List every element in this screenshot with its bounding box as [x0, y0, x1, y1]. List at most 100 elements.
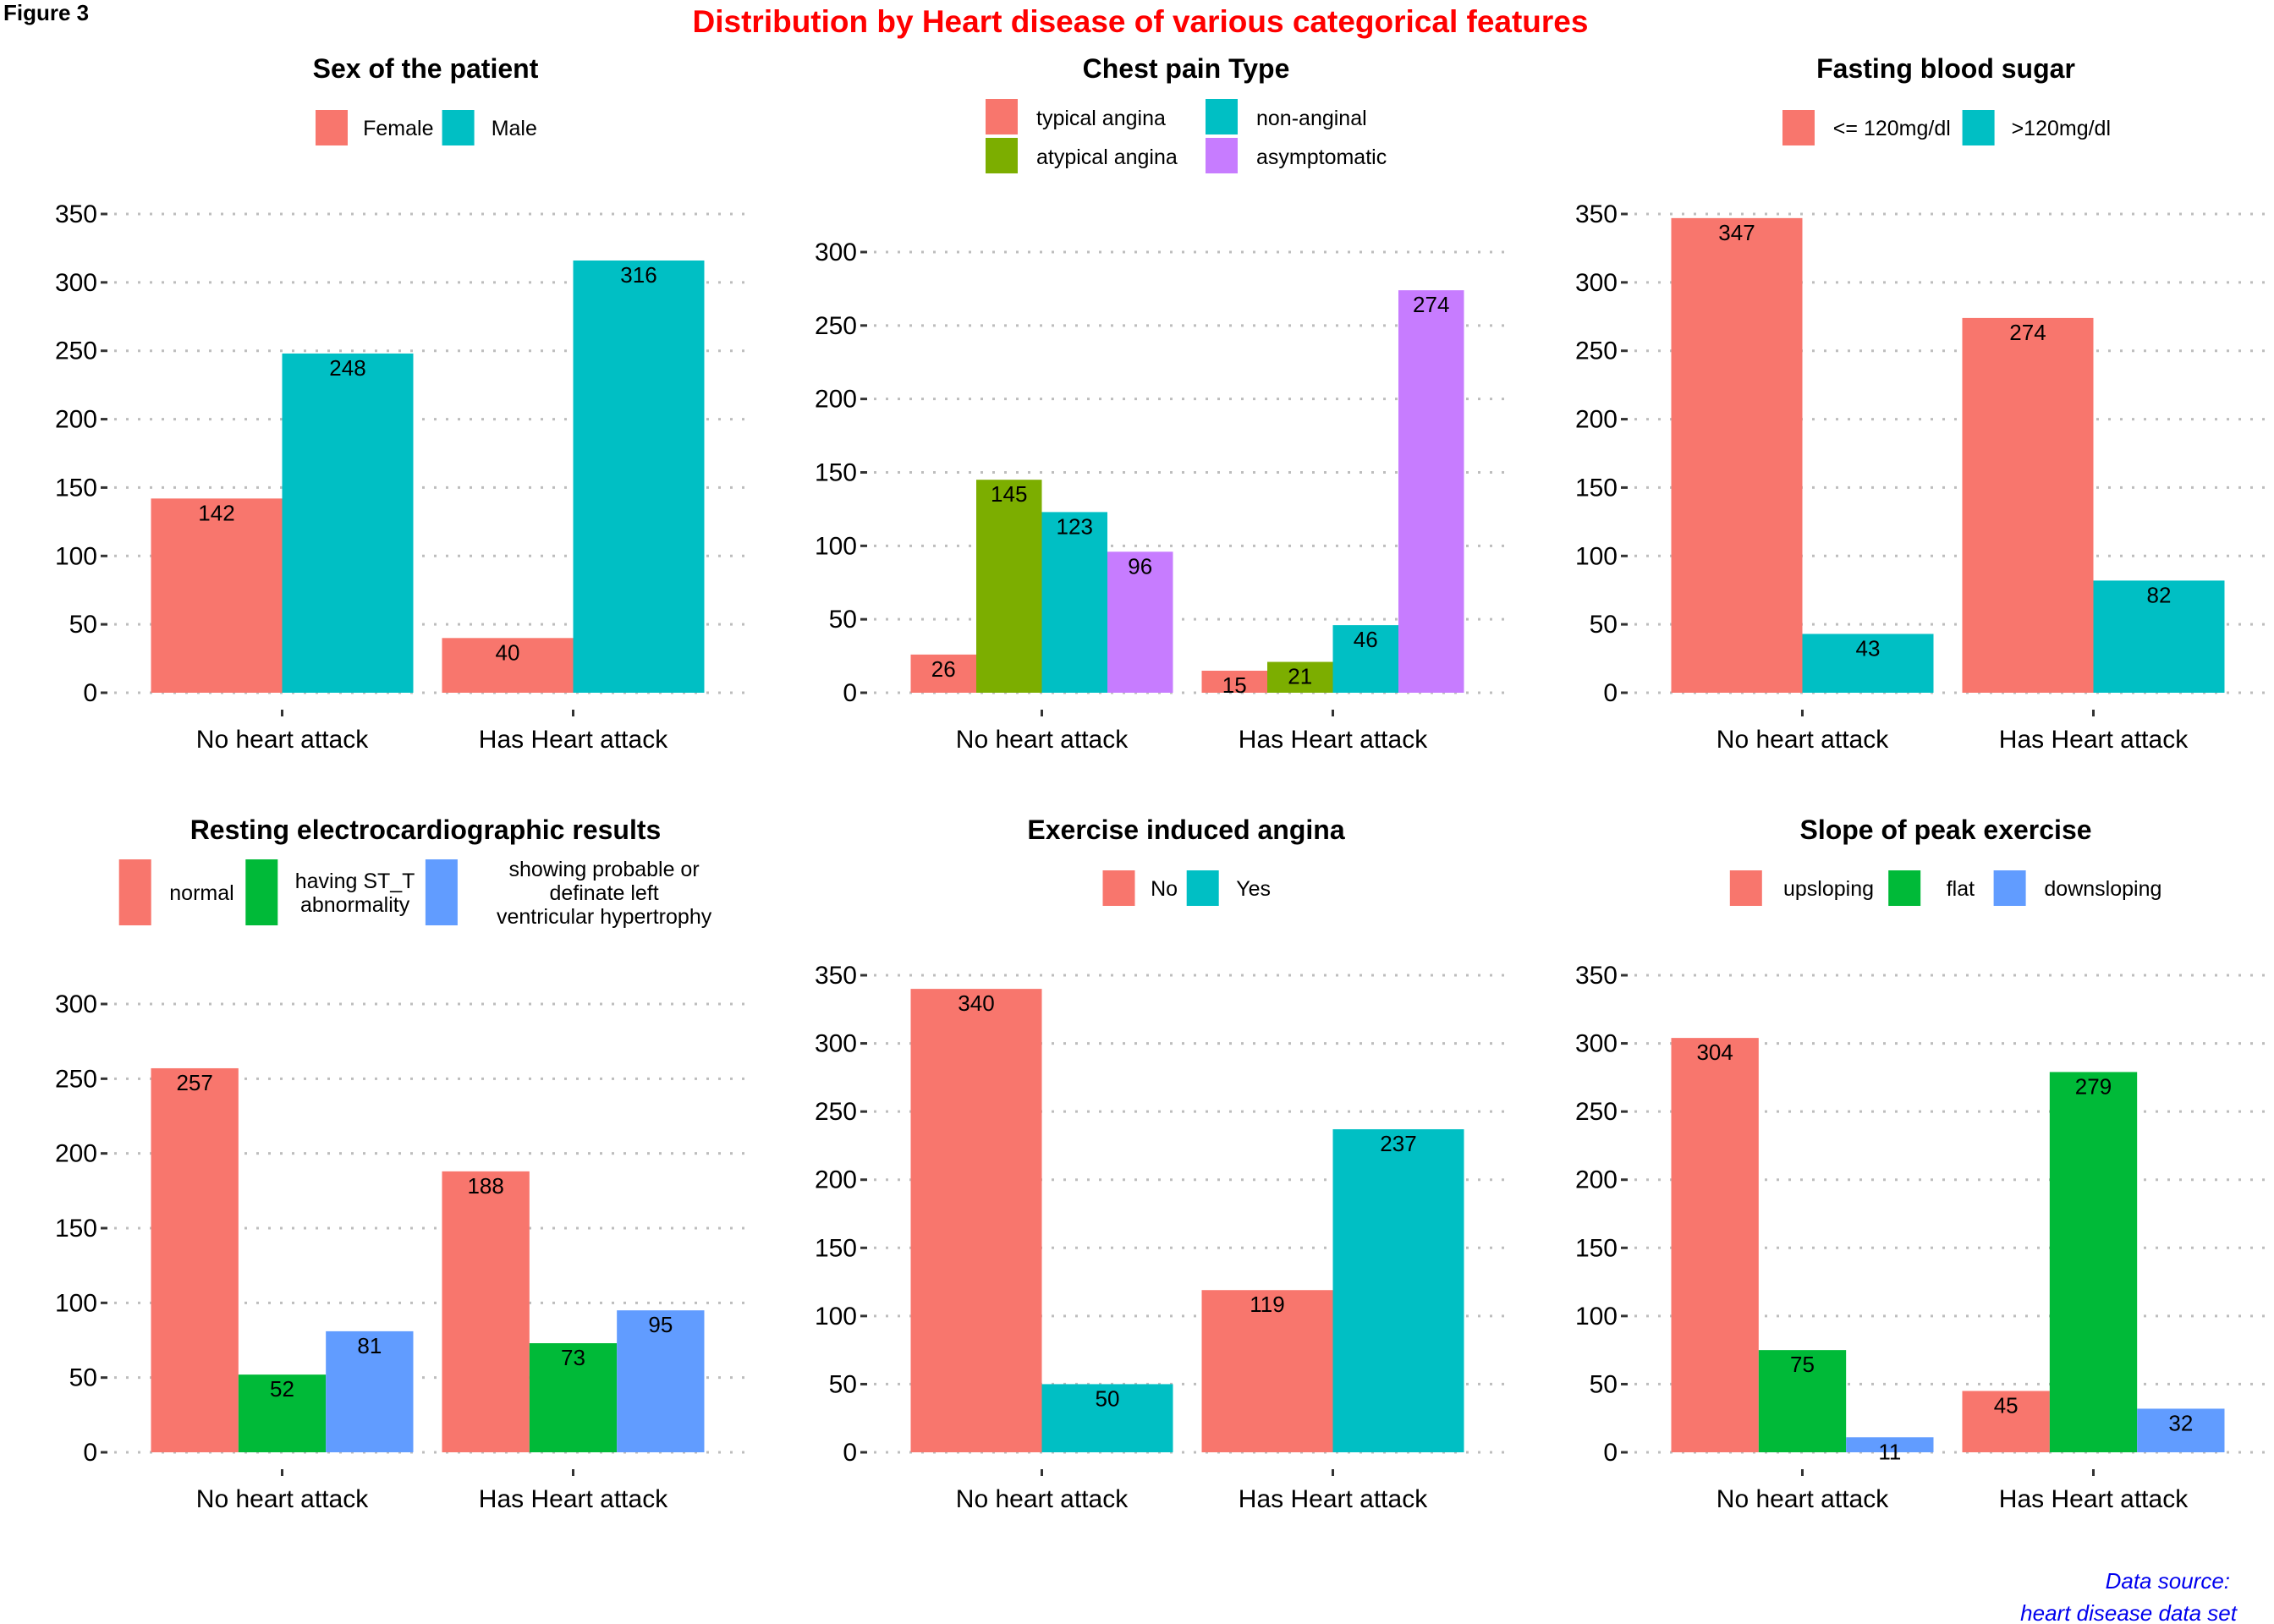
- bar: [442, 638, 574, 693]
- bar: [1671, 217, 1803, 693]
- y-tick-label: 200: [55, 406, 97, 434]
- legend-label: typical angina: [1036, 107, 1166, 130]
- bar: [1962, 317, 2094, 693]
- data-label: 21: [1288, 664, 1312, 689]
- legend-swatch: [986, 138, 1018, 173]
- bar: [1671, 1038, 1759, 1452]
- legend-swatch: [316, 110, 348, 145]
- legend-swatch: [1993, 870, 2026, 906]
- legend-swatch: [118, 859, 151, 925]
- legend-label: abnormality: [300, 893, 410, 917]
- legend-swatch: [442, 110, 475, 145]
- y-tick-label: 0: [83, 1439, 97, 1467]
- legend-swatch: [1888, 870, 1921, 906]
- y-tick-label: 250: [1575, 1098, 1618, 1126]
- legend-label: <= 120mg/dl: [1833, 117, 1951, 140]
- y-tick-label: 150: [55, 474, 97, 502]
- legend-swatch: [1729, 870, 1762, 906]
- x-category-label: No heart attack: [196, 1485, 369, 1513]
- legend-label: Male: [492, 117, 537, 140]
- legend: No Yes: [1102, 870, 1271, 906]
- y-tick-label: 200: [1575, 406, 1618, 434]
- y-tick-label: 150: [1575, 474, 1618, 502]
- y-tick-label: 200: [55, 1140, 97, 1168]
- y-tick-label: 200: [815, 1166, 857, 1194]
- y-tick-label: 50: [1590, 1370, 1618, 1398]
- data-label: 81: [357, 1333, 382, 1358]
- y-tick-label: 50: [829, 606, 857, 634]
- legend-label: downsloping: [2044, 877, 2161, 901]
- legend-label: atypical angina: [1036, 145, 1178, 169]
- bar: [617, 1310, 705, 1452]
- y-tick-label: 150: [55, 1215, 97, 1243]
- data-label: 40: [496, 639, 520, 665]
- x-category-label: Has Heart attack: [1999, 726, 2189, 754]
- y-tick-label: 50: [1590, 611, 1618, 639]
- data-label: 96: [1128, 553, 1152, 579]
- data-label: 95: [648, 1312, 673, 1337]
- legend-swatch: [1782, 110, 1815, 145]
- y-tick-label: 0: [1603, 1439, 1618, 1467]
- bar: [1332, 1129, 1464, 1452]
- x-category-label: No heart attack: [1716, 726, 1889, 754]
- y-tick-label: 300: [55, 990, 97, 1018]
- bar: [1041, 512, 1107, 693]
- legend-label: Female: [363, 117, 433, 140]
- y-tick-label: 300: [1575, 269, 1618, 297]
- y-tick-label: 150: [815, 1234, 857, 1262]
- panel-title: Fasting blood sugar: [1816, 53, 2075, 84]
- x-category-label: Has Heart attack: [479, 726, 668, 754]
- y-tick-label: 300: [55, 269, 97, 297]
- y-tick-label: 350: [815, 962, 857, 990]
- legend: <= 120mg/dl >120mg/dl: [1782, 110, 2111, 145]
- legend-label: ventricular hypertrophy: [497, 905, 712, 929]
- panel-5: Exercise induced angina No Yes 0 50 100 150 200…: [815, 815, 1504, 1513]
- legend-label: >120mg/dl: [2012, 117, 2111, 140]
- bar: [1332, 625, 1398, 693]
- bar: [151, 1067, 239, 1452]
- bar: [1041, 1384, 1173, 1452]
- data-label: 15: [1222, 672, 1247, 698]
- panel-4: Resting electrocardiographic results norm…: [55, 815, 744, 1513]
- bar: [326, 1330, 414, 1452]
- bar: [1846, 1437, 1934, 1452]
- legend-swatch: [1102, 870, 1135, 906]
- bar: [1201, 670, 1267, 693]
- data-label: 279: [2075, 1073, 2112, 1099]
- legend-swatch: [1206, 99, 1238, 134]
- bar: [1398, 290, 1464, 693]
- panel-1: Sex of the patient Female Male 0 50 100 150 200…: [55, 53, 744, 754]
- y-tick-label: 150: [815, 459, 857, 487]
- bar: [910, 989, 1042, 1452]
- legend-label: No: [1151, 877, 1178, 901]
- x-category-label: No heart attack: [956, 1485, 1129, 1513]
- x-category-label: Has Heart attack: [1999, 1485, 2189, 1513]
- x-category-label: No heart attack: [956, 726, 1129, 754]
- y-tick-label: 250: [815, 312, 857, 340]
- y-tick-label: 200: [815, 386, 857, 414]
- x-category-label: No heart attack: [1716, 1485, 1889, 1513]
- data-label: 274: [1413, 292, 1449, 317]
- panel-6: Slope of peak exercise upsloping flat downs…: [1575, 815, 2265, 1513]
- data-label: 11: [1878, 1439, 1901, 1464]
- y-tick-label: 50: [69, 611, 97, 639]
- bar: [976, 480, 1042, 693]
- legend-swatch: [1206, 138, 1238, 173]
- y-tick-label: 300: [815, 1030, 857, 1058]
- data-label: 316: [620, 262, 656, 288]
- data-label: 43: [1856, 635, 1881, 661]
- y-tick-label: 250: [815, 1098, 857, 1126]
- y-tick-label: 250: [55, 1065, 97, 1093]
- legend-swatch: [1962, 110, 1995, 145]
- x-category-label: No heart attack: [196, 726, 369, 754]
- data-label: 257: [176, 1070, 212, 1095]
- bar: [2093, 580, 2225, 693]
- bar: [573, 260, 705, 693]
- legend: Female Male: [316, 110, 537, 145]
- x-category-label: Has Heart attack: [1239, 1485, 1428, 1513]
- legend-swatch: [245, 859, 278, 925]
- y-tick-label: 150: [1575, 1234, 1618, 1262]
- y-tick-label: 250: [55, 337, 97, 365]
- panel-3: Fasting blood sugar <= 120mg/dl >120mg/dl 0…: [1575, 53, 2265, 754]
- main-title: Distribution by Heart disease of various…: [693, 4, 1589, 39]
